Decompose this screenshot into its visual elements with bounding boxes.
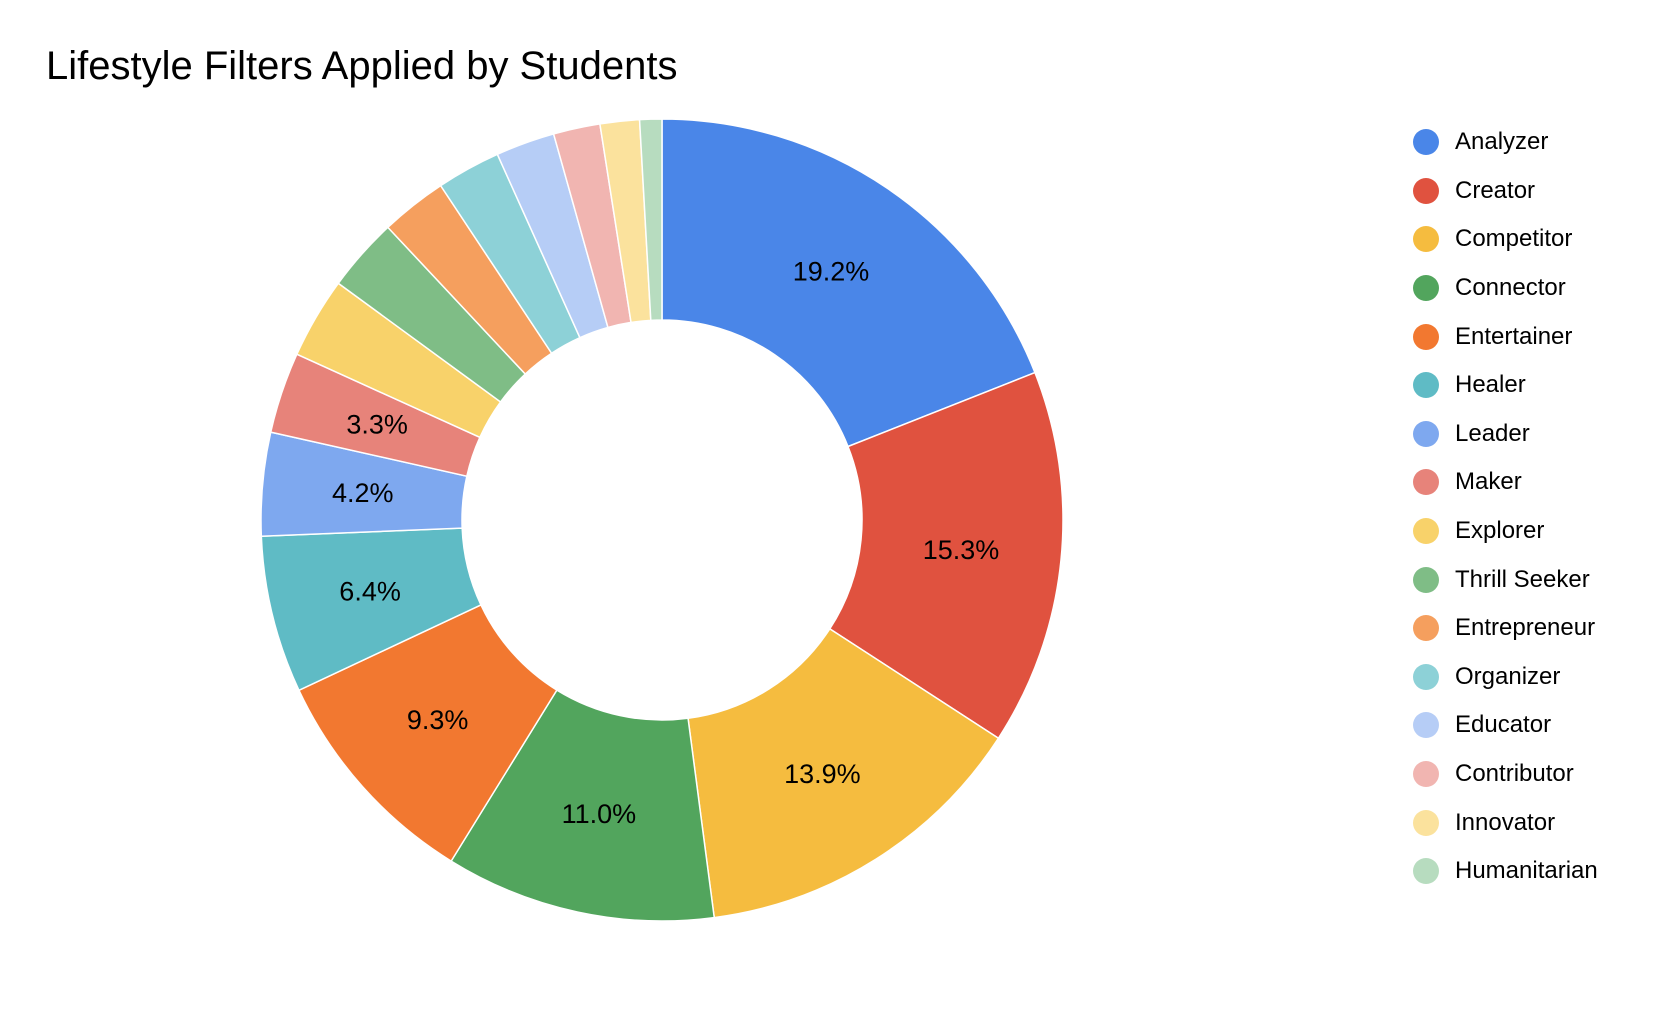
legend-label: Contributor [1455,760,1574,788]
legend-label: Innovator [1455,808,1556,836]
legend-label: Entrepreneur [1455,614,1596,642]
legend: Analyzer Creator Competitor Connector Entert… [1413,118,1643,896]
legend-label: Competitor [1455,225,1573,253]
legend-label: Creator [1455,176,1536,204]
legend-swatch [1413,177,1439,204]
legend-item-innovator[interactable]: Innovator [1413,798,1643,847]
slice-label-healer: 6.4% [339,576,401,606]
legend-label: Explorer [1455,517,1545,545]
legend-swatch [1413,518,1439,545]
legend-label: Thrill Seeker [1455,565,1590,593]
slice-label-connector: 11.0% [562,799,637,829]
legend-label: Connector [1455,274,1566,302]
slice-label-analyzer: 19.2% [793,257,870,287]
slice-label-creator: 15.3% [923,535,1000,565]
legend-swatch [1413,372,1439,399]
legend-item-entertainer[interactable]: Entertainer [1413,312,1643,361]
legend-item-creator[interactable]: Creator [1413,167,1643,216]
legend-item-humanitarian[interactable]: Humanitarian [1413,847,1643,896]
legend-swatch [1413,761,1439,788]
legend-item-maker[interactable]: Maker [1413,458,1643,507]
legend-swatch [1413,129,1439,156]
slice-label-entertainer: 9.3% [407,705,469,735]
legend-swatch [1413,858,1439,885]
legend-swatch [1413,566,1439,593]
legend-swatch [1413,420,1439,447]
legend-label: Entertainer [1455,322,1573,350]
legend-label: Maker [1455,468,1522,496]
donut-slice-creator [828,371,1064,740]
legend-item-contributor[interactable]: Contributor [1413,750,1643,799]
donut-slice-analyzer [661,118,1036,448]
slice-label-maker: 3.3% [346,409,408,439]
donut-slice-humanitarian [638,118,663,322]
legend-swatch [1413,226,1439,253]
legend-item-analyzer[interactable]: Analyzer [1413,118,1643,167]
legend-label: Humanitarian [1455,857,1598,885]
legend-swatch [1413,712,1439,739]
legend-item-leader[interactable]: Leader [1413,410,1643,459]
legend-label: Analyzer [1455,128,1549,156]
legend-item-competitor[interactable]: Competitor [1413,215,1643,264]
legend-swatch [1413,615,1439,642]
legend-label: Organizer [1455,662,1561,690]
legend-label: Educator [1455,711,1552,739]
legend-swatch [1413,323,1439,350]
legend-swatch [1413,663,1439,690]
legend-label: Healer [1455,371,1526,399]
legend-item-thrill-seeker[interactable]: Thrill Seeker [1413,555,1643,604]
legend-label: Leader [1455,419,1530,447]
legend-item-educator[interactable]: Educator [1413,701,1643,750]
legend-item-organizer[interactable]: Organizer [1413,653,1643,702]
legend-swatch [1413,469,1439,496]
slice-label-leader: 4.2% [332,478,394,508]
slice-label-competitor: 13.9% [784,759,861,789]
legend-item-healer[interactable]: Healer [1413,361,1643,410]
legend-swatch [1413,275,1439,302]
legend-item-explorer[interactable]: Explorer [1413,507,1643,556]
donut-slice-competitor [687,627,1000,919]
legend-item-entrepreneur[interactable]: Entrepreneur [1413,604,1643,653]
legend-swatch [1413,809,1439,836]
chart-title: Lifestyle Filters Applied by Students [46,44,678,88]
donut-slice-connector [450,689,716,922]
legend-item-connector[interactable]: Connector [1413,264,1643,313]
